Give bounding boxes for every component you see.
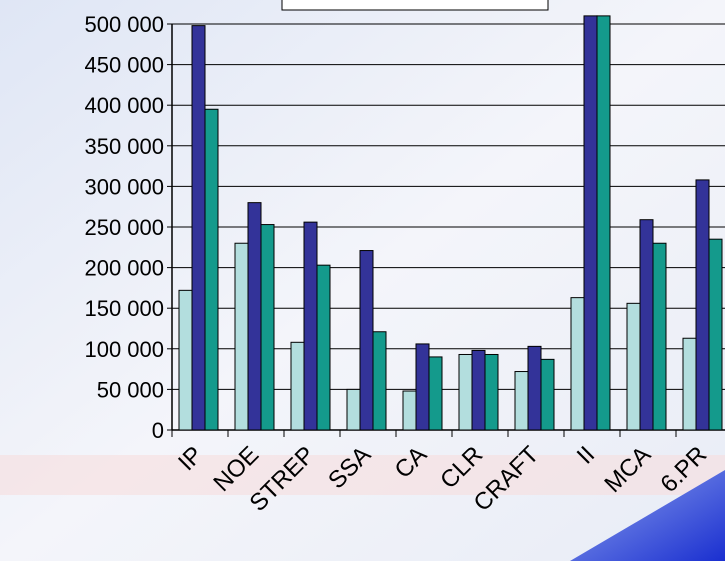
y-tick-label: 300 000 <box>84 174 164 199</box>
bar <box>527 345 542 431</box>
bar <box>303 221 318 431</box>
legend-box <box>281 0 549 11</box>
bar <box>570 297 585 431</box>
y-tick-label: 0 <box>152 418 164 443</box>
y-tick-label: 350 000 <box>84 134 164 159</box>
bar <box>191 25 206 431</box>
y-tick-label: 200 000 <box>84 256 164 281</box>
bar <box>540 358 555 431</box>
bar <box>484 353 499 431</box>
bar <box>428 356 443 431</box>
bar <box>346 388 361 431</box>
bar <box>316 264 331 431</box>
bar <box>402 390 417 431</box>
bar <box>204 108 219 431</box>
y-tick-label: 400 000 <box>84 93 164 118</box>
bar <box>682 337 697 431</box>
y-tick-label: 150 000 <box>84 296 164 321</box>
bar <box>639 219 654 431</box>
bar <box>178 289 193 431</box>
bar <box>514 371 529 431</box>
background-stripe <box>0 455 725 495</box>
bar <box>247 202 262 431</box>
bar <box>471 349 486 431</box>
y-tick-label: 100 000 <box>84 337 164 362</box>
corner-decoration <box>570 470 725 561</box>
bar <box>596 15 611 431</box>
bar <box>234 242 249 431</box>
bar <box>695 179 710 431</box>
bar <box>359 250 374 431</box>
bar <box>652 242 667 431</box>
bar <box>260 224 275 431</box>
bar <box>290 341 305 431</box>
bar <box>458 353 473 431</box>
y-tick-label: 500 000 <box>84 12 164 37</box>
bar <box>372 331 387 431</box>
y-tick-label: 50 000 <box>97 377 164 402</box>
bar <box>626 302 641 431</box>
y-tick-label: 450 000 <box>84 53 164 78</box>
y-tick-label: 250 000 <box>84 215 164 240</box>
bar <box>415 343 430 431</box>
bar <box>583 15 598 431</box>
bar <box>708 238 723 431</box>
